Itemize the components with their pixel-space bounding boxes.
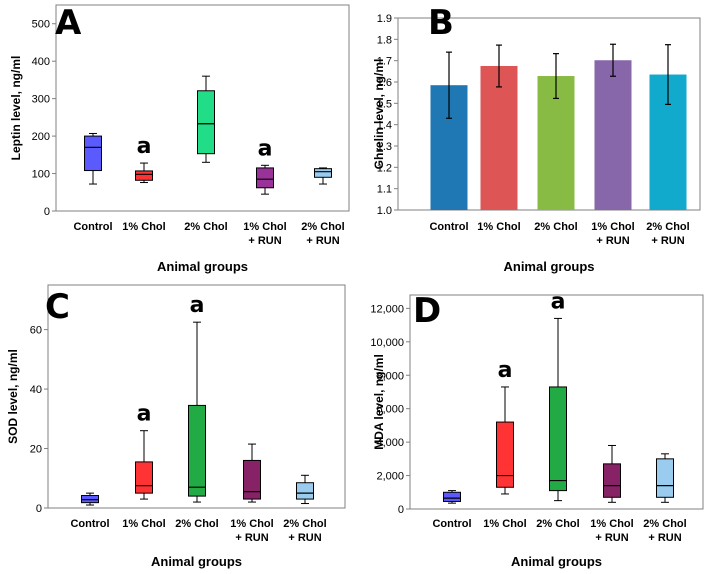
category-label: Control [429,221,468,233]
category-label: Control [432,518,471,530]
box [656,458,674,498]
box [603,463,621,498]
box [84,135,102,172]
y-tick-label: 20 [30,444,42,456]
y-tick-label: 6,000 [376,404,404,416]
panel-d: 0 2,000 4,000 6,000 8,000 10,000 12,000 MDA lev… [370,289,704,569]
significance-marker: a [498,358,513,383]
y-tick-label: 1.4 [377,120,392,132]
box [197,90,215,155]
y-tick-label: 400 [32,56,50,68]
category-label: + RUN [648,532,681,544]
significance-marker: a [190,293,205,318]
box [256,167,274,189]
category-label: 2% Chol [175,518,218,530]
y-tick-label: 1.8 [377,34,392,46]
significance-marker: a [551,289,566,314]
plot-frame [47,284,346,509]
y-tick-label: 1.6 [377,77,392,89]
category-label: 1% Chol [477,221,520,233]
panel-b: 1.0 1.1 1.2 1.3 1.4 1.5 1.6 1.7 1.8 1.9 Ghrelin le… [372,3,701,274]
y-tick-label: 10,000 [370,337,404,349]
box [135,170,153,181]
category-label: 1% Chol [590,518,633,530]
significance-marker: a [258,136,273,161]
box [188,404,206,497]
panel-letter: B [428,3,454,43]
x-axis-title: Animal groups [151,554,242,569]
y-axis-title: Ghrelin level, ng/ml [372,59,386,170]
category-label: 2% Chol [643,518,686,530]
category-label: + RUN [288,532,321,544]
category-label: 2% Chol [536,518,579,530]
plot-frame [409,294,704,510]
y-tick-label: 1.5 [377,98,392,110]
category-label: 1% Chol [243,221,286,233]
y-tick-label: 0 [36,503,42,515]
y-tick-label: 500 [32,19,50,31]
y-tick-label: 1.9 [377,13,392,25]
panel-a: 0 100 200 300 400 500 Leptin level, ng/ml Anima… [9,3,350,274]
box [496,421,514,488]
y-tick-label: 0 [398,504,404,516]
x-axis-title: Animal groups [511,554,602,569]
panel-c: 0 20 40 60 SOD level, ng/ml Animal groups Cont… [6,284,346,569]
y-tick-label: 200 [32,131,50,143]
y-tick-label: 1.0 [377,205,392,217]
category-label: 1% Chol [122,221,165,233]
y-tick-label: 100 [32,169,50,181]
y-tick-label: 1.2 [377,162,392,174]
plot-frame [55,4,350,212]
box [314,168,332,178]
y-tick-label: 40 [30,384,42,396]
y-tick-label: 1.1 [377,184,392,196]
category-label: 1% Chol [230,518,273,530]
category-label: 2% Chol [534,221,577,233]
category-label: + RUN [248,235,281,247]
significance-marker: a [137,402,152,427]
panel-letter: A [55,3,82,43]
category-label: 2% Chol [184,221,227,233]
category-label: 2% Chol [283,518,326,530]
category-label: + RUN [595,532,628,544]
y-tick-label: 2,000 [376,471,404,483]
y-tick-label: 1.7 [377,56,392,68]
category-label: 2% Chol [646,221,689,233]
bar [480,66,518,210]
y-tick-label: 60 [30,325,42,337]
box [443,491,461,502]
y-axis-title: MDA level, ng/ml [372,354,386,450]
box [549,386,567,492]
y-axis-title: Leptin level, ng/ml [9,56,23,161]
y-tick-label: 1.3 [377,141,392,153]
panel-letter: C [45,287,70,327]
y-tick-label: 12,000 [370,303,404,315]
significance-marker: a [137,134,152,159]
y-tick-label: 8,000 [376,370,404,382]
category-label: Control [73,221,112,233]
y-tick-label: 300 [32,94,50,106]
category-label: + RUN [651,235,684,247]
category-label: 1% Chol [483,518,526,530]
box [135,461,153,494]
category-label: Control [70,518,109,530]
category-label: 1% Chol [591,221,634,233]
category-label: + RUN [306,235,339,247]
y-axis-title: SOD level, ng/ml [6,349,20,444]
y-tick-label: 0 [44,206,50,218]
box [243,459,261,500]
x-axis-title: Animal groups [157,259,248,274]
category-label: + RUN [235,532,268,544]
bar [594,60,632,210]
y-tick-label: 4,000 [376,437,404,449]
category-label: + RUN [596,235,629,247]
panel-letter: D [413,291,441,331]
box [296,482,314,500]
category-label: 2% Chol [301,221,344,233]
x-axis-title: Animal groups [503,259,594,274]
category-label: 1% Chol [122,518,165,530]
